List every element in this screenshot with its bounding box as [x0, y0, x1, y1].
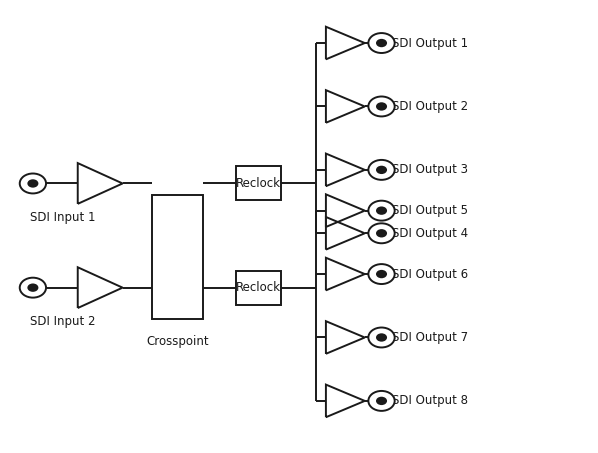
Text: SDI Output 7: SDI Output 7	[392, 331, 468, 344]
Text: Crosspoint: Crosspoint	[147, 335, 209, 348]
Circle shape	[376, 333, 387, 342]
Circle shape	[368, 201, 395, 221]
Circle shape	[20, 278, 46, 298]
Circle shape	[368, 264, 395, 284]
Text: SDI Output 2: SDI Output 2	[392, 100, 468, 113]
Circle shape	[368, 33, 395, 53]
Circle shape	[368, 328, 395, 347]
Text: Reclock: Reclock	[236, 281, 281, 294]
Circle shape	[376, 270, 387, 278]
Circle shape	[376, 102, 387, 111]
Text: Reclock: Reclock	[236, 177, 281, 190]
Circle shape	[368, 160, 395, 180]
Circle shape	[376, 207, 387, 215]
Circle shape	[376, 229, 387, 237]
Bar	[236, 270, 281, 304]
Text: SDI Output 3: SDI Output 3	[392, 164, 468, 176]
Circle shape	[376, 39, 387, 47]
Bar	[236, 167, 281, 200]
Text: SDI Output 4: SDI Output 4	[392, 227, 468, 240]
Text: SDI Output 1: SDI Output 1	[392, 37, 468, 49]
Circle shape	[368, 96, 395, 116]
Circle shape	[28, 284, 38, 292]
Circle shape	[20, 173, 46, 193]
Bar	[152, 195, 203, 319]
Text: SDI Output 5: SDI Output 5	[392, 204, 468, 217]
Circle shape	[376, 166, 387, 174]
Text: SDI Output 8: SDI Output 8	[392, 395, 468, 407]
Circle shape	[368, 391, 395, 411]
Text: SDI Input 2: SDI Input 2	[30, 315, 96, 328]
Text: SDI Input 1: SDI Input 1	[30, 211, 96, 224]
Text: SDI Output 6: SDI Output 6	[392, 268, 468, 280]
Circle shape	[28, 179, 38, 188]
Circle shape	[376, 397, 387, 405]
Circle shape	[368, 223, 395, 243]
